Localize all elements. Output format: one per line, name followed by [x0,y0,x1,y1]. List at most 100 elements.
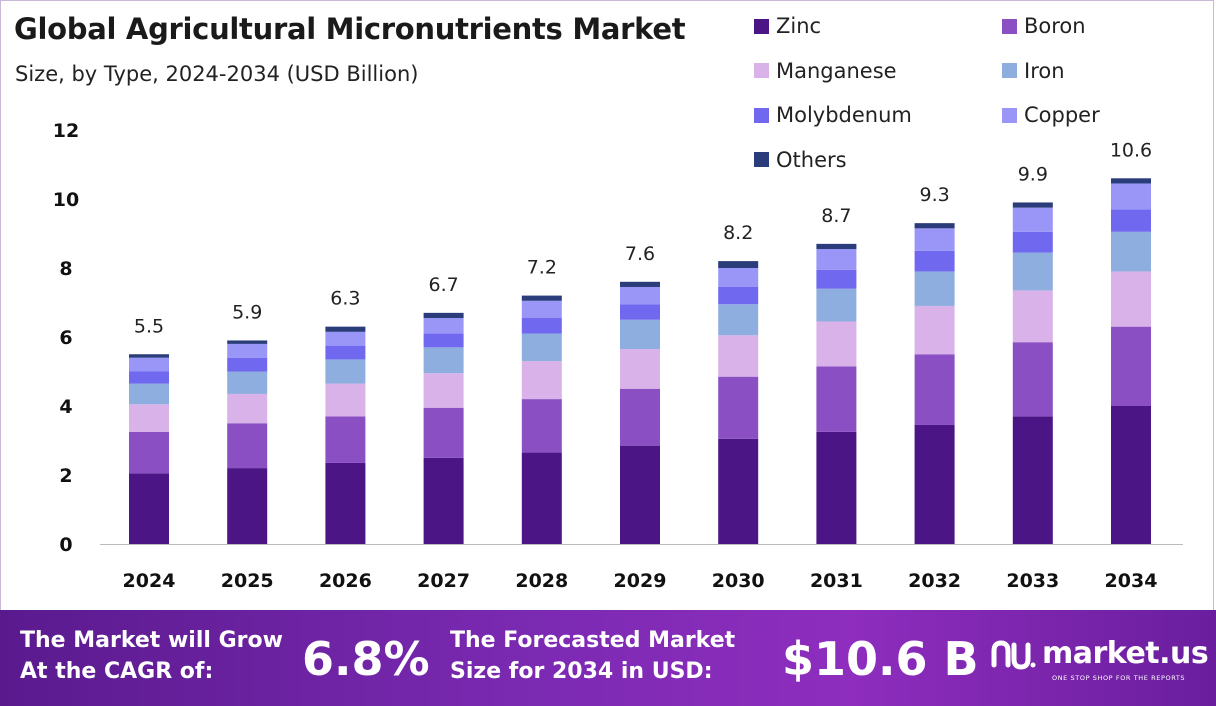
chart-title: Global Agricultural Micronutrients Marke… [14,12,686,46]
x-tick-label: 2024 [123,570,176,592]
forecast-caption-line1: The Forecasted Market [450,628,736,653]
bar-total-label: 5.5 [134,315,164,337]
bar-segment-manganese [521,361,562,400]
bar-segment-copper [129,357,169,372]
bar-segment-boron [718,376,759,439]
bar-segment-iron [620,319,660,350]
footer-banner: The Market will Grow At the CAGR of: 6.8… [0,610,1216,706]
bar-segment-others [816,243,857,250]
legend-label: Boron [1024,14,1086,38]
bar-segment-copper [423,318,464,334]
bar-segment-zinc [914,424,955,544]
forecast-value: $10.6 B [782,632,979,686]
legend-item-copper: Copper [1002,103,1100,127]
bar-segment-boron [423,407,464,458]
x-tick-label: 2025 [221,570,274,592]
x-tick-label: 2027 [417,570,470,592]
legend-item-iron: Iron [1002,59,1065,83]
legend-item-molybdenum: Molybdenum [754,103,912,127]
bar-total-label: 7.6 [625,243,655,265]
bar-segment-molybdenum [816,269,857,289]
bar-segment-molybdenum [620,304,660,320]
forecast-caption: The Forecasted Market Size for 2034 in U… [450,625,735,687]
legend-item-others: Others [754,148,847,172]
bar-total-label: 5.9 [232,301,262,323]
y-tick-label: 6 [59,327,72,349]
bar-segment-manganese [620,349,660,389]
cagr-caption: The Market will Grow At the CAGR of: [20,625,283,687]
x-tick-label: 2028 [515,570,568,592]
bar-total-label: 8.2 [723,222,753,244]
bar-segment-boron [227,423,268,469]
bar-segment-others [620,281,660,287]
bar-segment-zinc [521,452,562,544]
bar-segment-zinc [129,473,169,544]
bar-segment-boron [129,431,169,474]
bar-segment-manganese [914,305,955,355]
bar-segment-zinc [718,438,759,544]
bar-segment-copper [816,249,857,270]
bar-segment-copper [227,343,268,358]
bar-segment-others [423,312,464,319]
bar-total-label: 8.7 [821,205,851,227]
legend-label: Copper [1024,103,1100,127]
bar-segment-molybdenum [1111,209,1151,232]
legend-swatch [1002,107,1017,123]
x-tick-label: 2026 [319,570,372,592]
cagr-value: 6.8% [302,632,430,686]
legend-item-boron: Boron [1002,14,1086,38]
bar-segment-molybdenum [423,333,464,348]
bar-total-label: 7.2 [527,257,557,279]
bar-segment-iron [129,383,169,405]
bar-segment-molybdenum [718,286,759,305]
y-tick-label: 12 [53,120,79,142]
bar-segment-zinc [1012,416,1053,544]
bar-segment-iron [227,371,268,394]
bar-segment-manganese [1111,271,1151,327]
y-tick-label: 10 [53,189,79,211]
cagr-caption-line1: The Market will Grow [20,628,283,653]
bar-segment-copper [325,331,366,346]
bar-segment-boron [521,399,562,453]
x-tick-label: 2029 [614,570,667,592]
bar-segment-manganese [816,321,857,367]
y-tick-label: 0 [59,534,72,556]
bar-segment-others [1012,202,1053,208]
bar-segment-copper [1012,207,1053,232]
bar-segment-zinc [816,431,857,544]
legend-swatch [1002,18,1017,34]
bar-segment-molybdenum [227,357,268,372]
forecast-caption-line2: Size for 2034 in USD: [450,659,713,684]
bar-segment-zinc [1111,406,1151,544]
bar-segment-boron [914,354,955,425]
bar-segment-molybdenum [914,250,955,272]
brand-logo[interactable]: market.us [990,636,1209,671]
bar-segment-boron [1111,326,1151,406]
bar-segment-others [325,326,366,332]
bar-segment-manganese [423,373,464,408]
bar-total-label: 9.9 [1018,163,1048,185]
bar-segment-zinc [227,468,268,544]
bar-segment-manganese [718,335,759,377]
legend-swatch [754,18,769,34]
x-tick-label: 2032 [908,570,961,592]
bar-segment-others [227,340,268,344]
bar-segment-boron [816,366,857,432]
legend-label: Molybdenum [776,103,912,127]
bar-segment-molybdenum [1012,231,1053,253]
y-tick-label: 2 [59,465,72,487]
legend-swatch [754,152,769,167]
bar-segment-manganese [1012,290,1053,343]
legend-swatch [754,63,769,78]
y-tick-label: 4 [59,396,72,418]
bar-segment-iron [718,304,759,336]
bar-segment-molybdenum [521,318,562,334]
bar-segment-boron [325,416,366,463]
bar-segment-others [718,261,759,268]
legend-label: Iron [1024,58,1065,83]
legend-swatch [1002,63,1017,78]
bar-segment-iron [521,333,562,362]
bar-segment-others [914,223,955,229]
chart-subtitle: Size, by Type, 2024-2034 (USD Billion) [15,62,419,86]
bar-segment-copper [521,300,562,319]
